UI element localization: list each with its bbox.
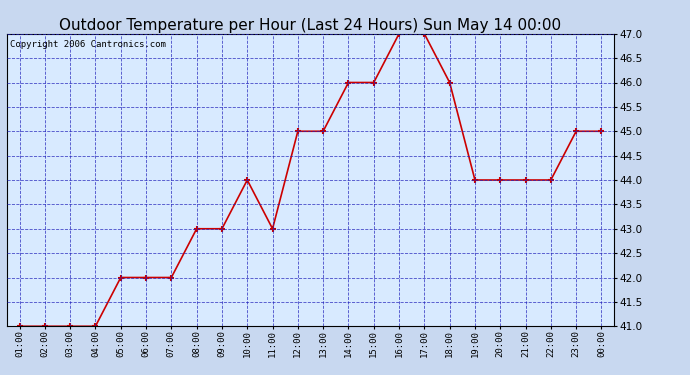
Text: Copyright 2006 Cantronics.com: Copyright 2006 Cantronics.com [10,40,166,49]
Title: Outdoor Temperature per Hour (Last 24 Hours) Sun May 14 00:00: Outdoor Temperature per Hour (Last 24 Ho… [59,18,562,33]
